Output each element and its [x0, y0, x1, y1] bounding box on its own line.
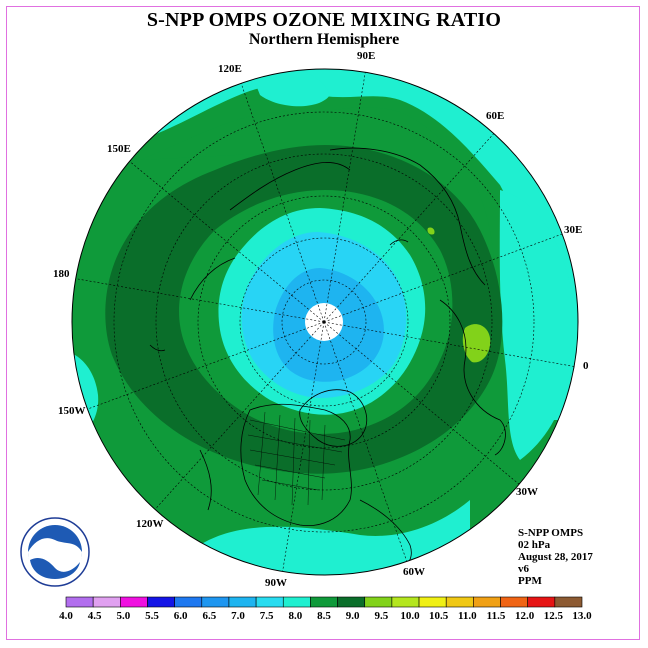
info-date: August 28, 2017	[518, 551, 593, 563]
chart-title: S-NPP OMPS OZONE MIXING RATIO	[146, 9, 502, 31]
colorbar-swatch	[554, 596, 583, 608]
colorbar-tick-label: 6.0	[173, 610, 188, 622]
lon-label-120e: 120E	[218, 63, 242, 75]
colorbar-swatch	[65, 596, 94, 608]
coastlines	[149, 147, 506, 567]
lon-label-30w: 30W	[516, 486, 538, 498]
colorbar-tick-label: 9.0	[345, 610, 360, 622]
info-level: 02 hPa	[518, 539, 551, 551]
colorbar-tick-label: 8.0	[288, 610, 303, 622]
info-instrument: S-NPP OMPS	[518, 527, 584, 539]
field-9-5-spot-ne	[427, 227, 435, 235]
lon-label-180: 180	[53, 268, 70, 280]
lon-label-150e: 150E	[107, 143, 131, 155]
colorbar-swatch	[418, 596, 447, 608]
colorbar-tick-label: 10.0	[400, 610, 420, 622]
colorbar-tick-label: 7.0	[231, 610, 245, 622]
colorbar-tick-label: 4.0	[59, 610, 73, 622]
noaa-logo: NOAA	[20, 517, 90, 587]
figure-frame	[6, 6, 640, 640]
colorbar-swatch	[201, 596, 230, 608]
lon-label-30e: 30E	[564, 224, 583, 236]
field-9-5-spot-east	[462, 324, 491, 363]
field-8-0-south	[200, 500, 470, 575]
info-version: v6	[518, 563, 529, 575]
colorbar-swatch	[310, 596, 338, 608]
lon-label-60w: 60W	[403, 566, 425, 578]
colorbar-tick-label: 13.0	[572, 610, 592, 622]
colorbar-swatch	[120, 596, 148, 608]
state-borders	[247, 411, 346, 506]
info-units: PPM	[518, 575, 542, 587]
info-block: S-NPP OMPS 02 hPa August 28, 2017 v6 PPM	[518, 527, 593, 587]
lon-label-150w: 150W	[58, 405, 86, 417]
lon-label-90e: 90E	[357, 50, 376, 62]
colorbar-swatch	[473, 596, 501, 608]
colorbar-tick-label: 5.0	[116, 610, 131, 622]
colorbar-tick-label: 4.5	[87, 610, 102, 622]
field-8-0-ne	[250, 69, 330, 107]
colorbar-tick-label: 7.5	[259, 610, 274, 622]
colorbar-swatch	[445, 596, 474, 608]
colorbar	[65, 596, 583, 608]
colorbar-tick-label: 12.5	[543, 610, 563, 622]
lon-label-60e: 60E	[486, 110, 505, 122]
colorbar-swatch	[337, 596, 366, 608]
lon-label-90w: 90W	[265, 577, 287, 589]
colorbar-swatch	[255, 596, 284, 608]
lon-label-0: 0	[583, 360, 589, 372]
graticule	[72, 69, 578, 575]
colorbar-tick-label: 6.5	[202, 610, 217, 622]
colorbar-tick-label: 8.5	[317, 610, 331, 622]
colorbar-swatch	[282, 596, 311, 608]
colorbar-swatch	[228, 596, 257, 608]
chart-subtitle: Northern Hemisphere	[248, 31, 400, 48]
colorbar-swatch	[391, 596, 420, 608]
colorbar-tick-label: 11.5	[486, 610, 506, 622]
noaa-logo-text: NOAA	[40, 545, 69, 556]
colorbar-tick-label: 12.0	[515, 610, 535, 622]
colorbar-swatch	[364, 596, 393, 608]
ozone-field	[72, 69, 578, 575]
lon-label-120w: 120W	[136, 518, 164, 530]
colorbar-tick-label: 5.5	[145, 610, 159, 622]
colorbar-swatch	[147, 596, 175, 608]
colorbar-swatch	[527, 596, 556, 608]
map-boundary	[71, 68, 579, 576]
colorbar-tick-label: 10.5	[429, 610, 449, 622]
colorbar-swatch	[500, 596, 528, 608]
colorbar-tick-label: 11.0	[458, 610, 477, 622]
colorbar-swatch	[174, 596, 203, 608]
colorbar-swatch	[92, 596, 121, 608]
colorbar-tick-label: 9.5	[374, 610, 389, 622]
field-8-0-east	[499, 190, 575, 460]
